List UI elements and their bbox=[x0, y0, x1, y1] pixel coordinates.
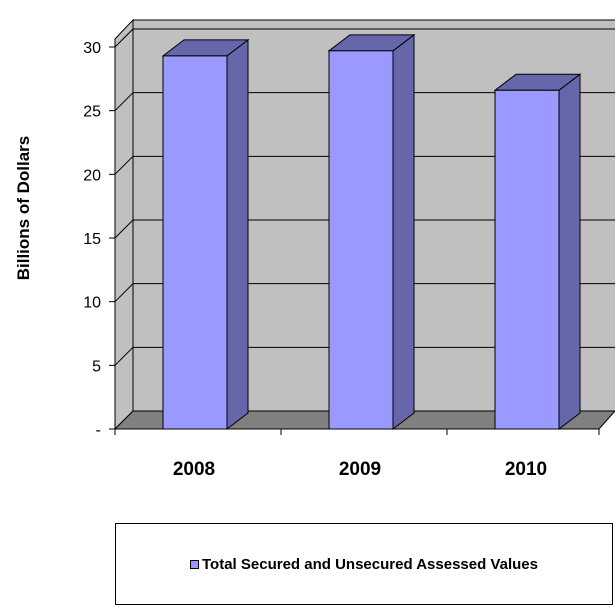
bars bbox=[161, 33, 582, 431]
y-tick-label: 20 bbox=[83, 167, 101, 184]
side-wall bbox=[114, 18, 134, 431]
bar bbox=[494, 89, 560, 430]
x-tick-label: 2008 bbox=[173, 459, 215, 480]
y-tick-label: 25 bbox=[83, 104, 101, 121]
bar-side bbox=[226, 38, 249, 431]
legend-swatch bbox=[190, 559, 199, 569]
x-tick-label: 2009 bbox=[339, 459, 381, 480]
y-axis: - 5 10 15 20 25 30 bbox=[83, 40, 116, 439]
bar bbox=[328, 50, 394, 430]
gridline bbox=[114, 219, 134, 239]
y-tick-label: 5 bbox=[92, 358, 101, 375]
gridline bbox=[114, 155, 134, 175]
bar-side bbox=[558, 73, 581, 431]
x-axis: 2008 2009 2010 bbox=[114, 428, 600, 480]
bar bbox=[162, 55, 228, 430]
legend: Total Secured and Unsecured Assessed Val… bbox=[115, 523, 613, 605]
y-tick-label: 30 bbox=[83, 40, 101, 57]
gridline bbox=[114, 92, 134, 112]
legend-label: Total Secured and Unsecured Assessed Val… bbox=[202, 555, 538, 573]
gridline bbox=[114, 283, 134, 303]
gridline bbox=[114, 28, 134, 48]
y-tick-label: - bbox=[96, 422, 101, 439]
bar-side bbox=[392, 33, 415, 431]
gridline bbox=[114, 346, 134, 366]
x-tick-label: 2010 bbox=[505, 459, 547, 480]
y-tick-label: 15 bbox=[83, 231, 101, 248]
y-axis-title: Billions of Dollars bbox=[14, 136, 33, 281]
y-tick-label: 10 bbox=[83, 295, 101, 312]
